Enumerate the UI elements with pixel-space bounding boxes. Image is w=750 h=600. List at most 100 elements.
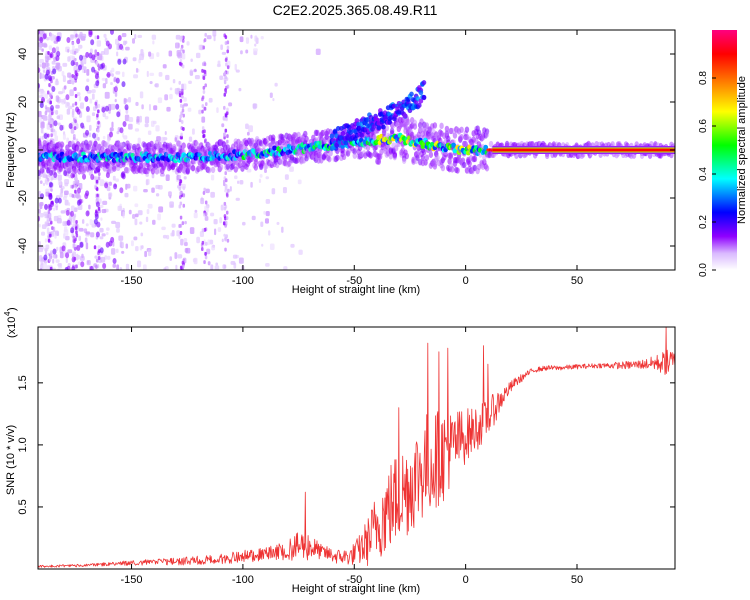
heatmap-cell [134,33,137,40]
heatmap-cell [224,113,228,118]
heatmap-cell [224,236,227,241]
heatmap-cell [198,44,203,51]
heatmap-cell [66,36,71,43]
heatmap-cell [182,126,185,131]
heatmap-cell [61,71,65,77]
heatmap-cell [459,126,464,133]
heatmap-cell [327,155,332,163]
heatmap-cell [47,62,50,67]
heatmap-cell [381,124,386,130]
heatmap-cell [133,74,139,79]
heatmap-cell [317,151,323,159]
heatmap-cell [265,199,271,204]
heatmap-cell [439,122,444,130]
heatmap-cell [180,119,184,124]
heatmap-cell [149,140,154,148]
heatmap-cell [180,47,183,52]
heatmap-cell [165,74,170,81]
heatmap-cell [99,236,104,240]
heatmap-cell [219,217,222,224]
heatmap-cell [125,167,130,174]
heatmap-cell [161,136,166,143]
heatmap-cell [203,260,206,265]
heatmap-cell [169,201,174,208]
heatmap-cell [39,64,43,68]
heatmap-cell [194,74,200,80]
heatmap-cell [181,53,186,60]
heatmap-cell [204,200,208,205]
heatmap-cell [76,199,81,206]
heatmap-cell [144,116,150,124]
heatmap-cell [119,241,123,248]
heatmap-cell [401,157,407,164]
heatmap-cell [251,215,256,221]
heatmap-cell [102,200,108,206]
heatmap-cell [203,106,207,111]
heatmap-cell [94,49,97,54]
heatmap-cell [54,197,59,204]
heatmap-cell [210,174,215,181]
heatmap-cell [48,36,54,41]
heatmap-cell [62,75,66,83]
heatmap-cell [254,43,257,47]
heatmap-cell [228,102,233,107]
heatmap-cell [435,154,440,162]
heatmap-cell [38,110,42,118]
heatmap-cell [157,97,163,104]
heatmap-cell [203,70,207,75]
snr-scale-close: ) [6,307,18,311]
heatmap-cell [111,248,116,255]
heatmap-cell [55,78,59,86]
heatmap-cell [123,40,127,46]
heatmap-cell [283,266,288,270]
heatmap-cell [74,246,77,251]
heatmap-cell [53,253,56,259]
heatmap-cell [95,264,98,269]
heatmap-cell [124,114,130,122]
heatmap-cell [389,127,395,135]
heatmap-cell [52,267,56,270]
snr-y-label: SNR (10 * v/v) [5,425,17,495]
heatmap-cell [164,131,167,136]
heatmap-cell [182,193,186,198]
heatmap-cell [181,142,186,149]
heatmap-cell [194,209,198,213]
heatmap-cell [179,191,182,196]
heatmap-cell [59,124,64,131]
heatmap-cell [180,94,184,99]
heatmap-cell [163,267,167,270]
heatmap-cell [71,103,75,108]
heatmap-cell [264,218,269,224]
heatmap-cell [91,93,95,100]
heatmap-cell [38,202,43,207]
heatmap-cell [117,58,122,65]
heatmap-cell [48,83,51,88]
heatmap-cell [271,138,276,146]
heatmap-cell [122,120,127,127]
heatmap-cell [373,143,379,151]
heatmap-cell [210,191,215,198]
heatmap-cell [219,75,224,80]
heatmap-cell [74,94,78,99]
heatmap-cell [462,161,467,169]
heatmap-cell [137,137,141,144]
heatmap-cell [147,203,153,209]
heatmap-cell [64,182,69,187]
heatmap-cell [57,122,61,126]
spectrogram-x-tick-label: -100 [232,275,254,287]
heatmap-cell [50,133,53,138]
heatmap-cell [49,123,53,128]
heatmap-cell [53,172,58,179]
heatmap-cell [104,182,109,189]
heatmap-cell [96,193,99,198]
heatmap-cell [111,165,117,172]
heatmap-cell [97,109,100,114]
heatmap-cell [78,227,84,232]
spectrogram-x-tick-label: 50 [571,275,583,287]
heatmap-cell [144,123,149,128]
heatmap-cell [70,210,75,217]
heatmap-cell [100,256,106,263]
heatmap-cell [114,98,117,103]
heatmap-cell [233,262,237,269]
heatmap-cell [371,123,377,129]
